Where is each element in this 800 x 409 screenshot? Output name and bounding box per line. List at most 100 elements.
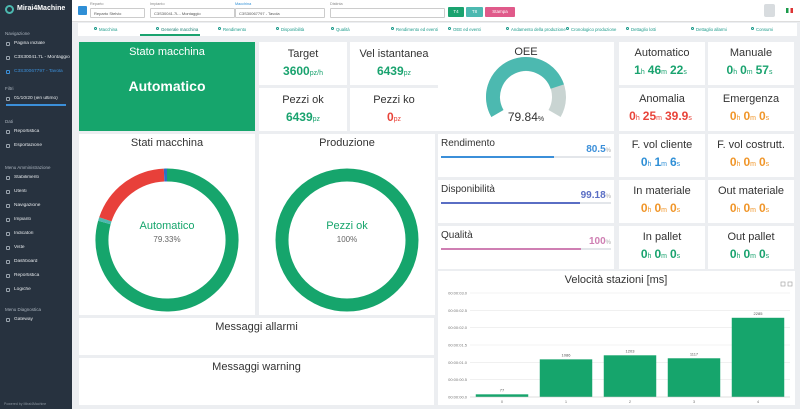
button-label: T4 (453, 9, 459, 14)
tab-icon (94, 27, 97, 30)
tab[interactable]: Dettaglio allarmi (696, 26, 727, 32)
tab-icon (276, 27, 279, 30)
tab[interactable]: Rendimento (223, 26, 247, 32)
x-tick-label: 2 (629, 399, 632, 404)
nav-icon (6, 260, 10, 264)
filter-select[interactable]: C3S30041.7L - Montaggio (150, 8, 235, 18)
nav-item[interactable]: Stabilimenti (14, 175, 39, 180)
nav-item[interactable]: Reportistica (14, 273, 40, 278)
timer-number: 0 (629, 109, 636, 123)
timer-line: 1h 46m 22s (619, 61, 705, 79)
tab[interactable]: Dettaglio lotti (631, 26, 656, 32)
timer-unit: m (661, 207, 667, 214)
tab[interactable]: Qualità (336, 26, 350, 32)
tab[interactable]: Generale macchina (161, 26, 199, 32)
oee-gauge (486, 56, 566, 117)
nav-item[interactable]: Dashboard (14, 259, 38, 264)
section-title: Menu Diagnostica (5, 307, 42, 312)
tab[interactable]: Disponibilità (281, 26, 305, 32)
timer-unit: h (736, 115, 741, 122)
y-tick-label: 00:00:01.0 (448, 360, 468, 365)
nav-item[interactable]: 01/10/20 (ieri ultimo) (14, 96, 58, 101)
bar (475, 394, 529, 397)
rate-bar (441, 248, 581, 250)
donut (95, 168, 239, 312)
toolbar-button[interactable]: T8 (466, 7, 483, 17)
nav-item[interactable]: Utenti (14, 189, 27, 194)
tab[interactable]: Rendimento ed eventi (396, 26, 438, 32)
filter-select[interactable] (330, 8, 445, 18)
nav-item[interactable]: C3S30041.7L - Montaggio I (14, 55, 71, 60)
x-tick-label: 3 (693, 399, 696, 404)
filter-label: Macchina (235, 2, 252, 6)
tab-icon (691, 27, 694, 30)
donut-card: Produzione Pezzi ok 100% (259, 134, 435, 315)
tab[interactable]: Cronologico produzione (571, 26, 617, 32)
timer-number: 22 (669, 63, 684, 77)
tab-icon (448, 27, 451, 30)
counter-value: 3600 (283, 64, 310, 78)
tab[interactable]: Macchina (99, 26, 118, 32)
nav-item[interactable]: Logiche (14, 287, 31, 292)
nav-item[interactable]: Pagina iniziale (14, 41, 45, 46)
rate-bar (441, 202, 580, 204)
x-tick-label: 1 (565, 399, 568, 404)
timer-number: 0 (640, 155, 648, 169)
tab[interactable]: OEE ed eventi (453, 26, 481, 32)
timer-number: 46 (647, 63, 662, 77)
donut-label: Automatico (139, 220, 195, 232)
timer-number: 0 (743, 201, 751, 215)
tab[interactable]: Consumi (756, 26, 773, 32)
nav-item[interactable]: Navigazione (14, 203, 41, 208)
timer-number: 0 (640, 201, 648, 215)
nav-icon (6, 232, 10, 236)
toolbar-button[interactable]: Stampa (485, 7, 515, 17)
nav-item[interactable]: Reportistica (14, 129, 40, 134)
timer-line: 0h 0m 0s (619, 245, 705, 263)
flag[interactable] (786, 8, 793, 13)
nav-item[interactable]: Viste (14, 245, 25, 250)
counter-line: 6439pz (350, 62, 438, 80)
timer-unit: m (661, 161, 667, 168)
timer-number: 0 (758, 155, 766, 169)
counter-card: Pezzi ko 0pz (350, 88, 438, 131)
timer-number: 0 (740, 63, 747, 77)
rate-unit: % (605, 148, 611, 154)
filter-select[interactable]: C3S30067797 - Tavola (235, 8, 325, 18)
value-label: 1203 (626, 348, 636, 353)
x-tick-label: 0 (501, 399, 504, 404)
menu-button[interactable] (78, 6, 87, 15)
nav-item[interactable]: Indicatori (14, 231, 34, 236)
sidebar: Mirai4Machine Navigazione Pagina iniziale C… (0, 0, 72, 409)
timer-line: 0h 0m 0s (619, 199, 705, 217)
rate-unit: % (605, 194, 611, 200)
timer-number: 0 (654, 201, 662, 215)
timer-unit: s (683, 69, 687, 76)
button-label: Stampa (492, 9, 508, 14)
timer-unit: h (733, 69, 738, 76)
filter-select[interactable]: Reparto Stelvio (90, 8, 145, 18)
timer-number: 0 (758, 109, 766, 123)
user-avatar[interactable] (764, 4, 775, 17)
status-card: Stato macchina Automatico (79, 42, 255, 131)
tab[interactable]: Andamento della produzione (511, 26, 566, 32)
nav-item[interactable]: Gateway (14, 317, 33, 322)
card-title: F. vol cliente (631, 139, 693, 151)
timer-card: In pallet 0h 0m 0s (619, 226, 705, 269)
donut-segment (95, 168, 239, 312)
nav-item[interactable]: C3S30067797 - Tavola (14, 69, 63, 74)
card-title: Stati macchina (130, 137, 204, 149)
timer-unit: s (688, 115, 692, 122)
brand: Mirai4Machine (17, 5, 66, 12)
nav-item[interactable]: Esportazione (14, 143, 42, 148)
chart: Velocità stazioni [ms] 00:00:00.0 00:00:00… (448, 274, 793, 404)
timer-unit: m (656, 115, 662, 122)
timer-number: 0 (758, 247, 766, 261)
card-title: Stato macchina (129, 46, 205, 58)
nav-item[interactable]: Impianti (14, 217, 31, 222)
oee-line: 79.84% (438, 108, 614, 126)
tab-bar: Macchina Generale macchina Rendimento Dispo… (78, 23, 797, 36)
toolbar-button[interactable]: T4 (448, 7, 464, 17)
tab-icon (156, 27, 159, 30)
nav-icon (6, 274, 10, 278)
